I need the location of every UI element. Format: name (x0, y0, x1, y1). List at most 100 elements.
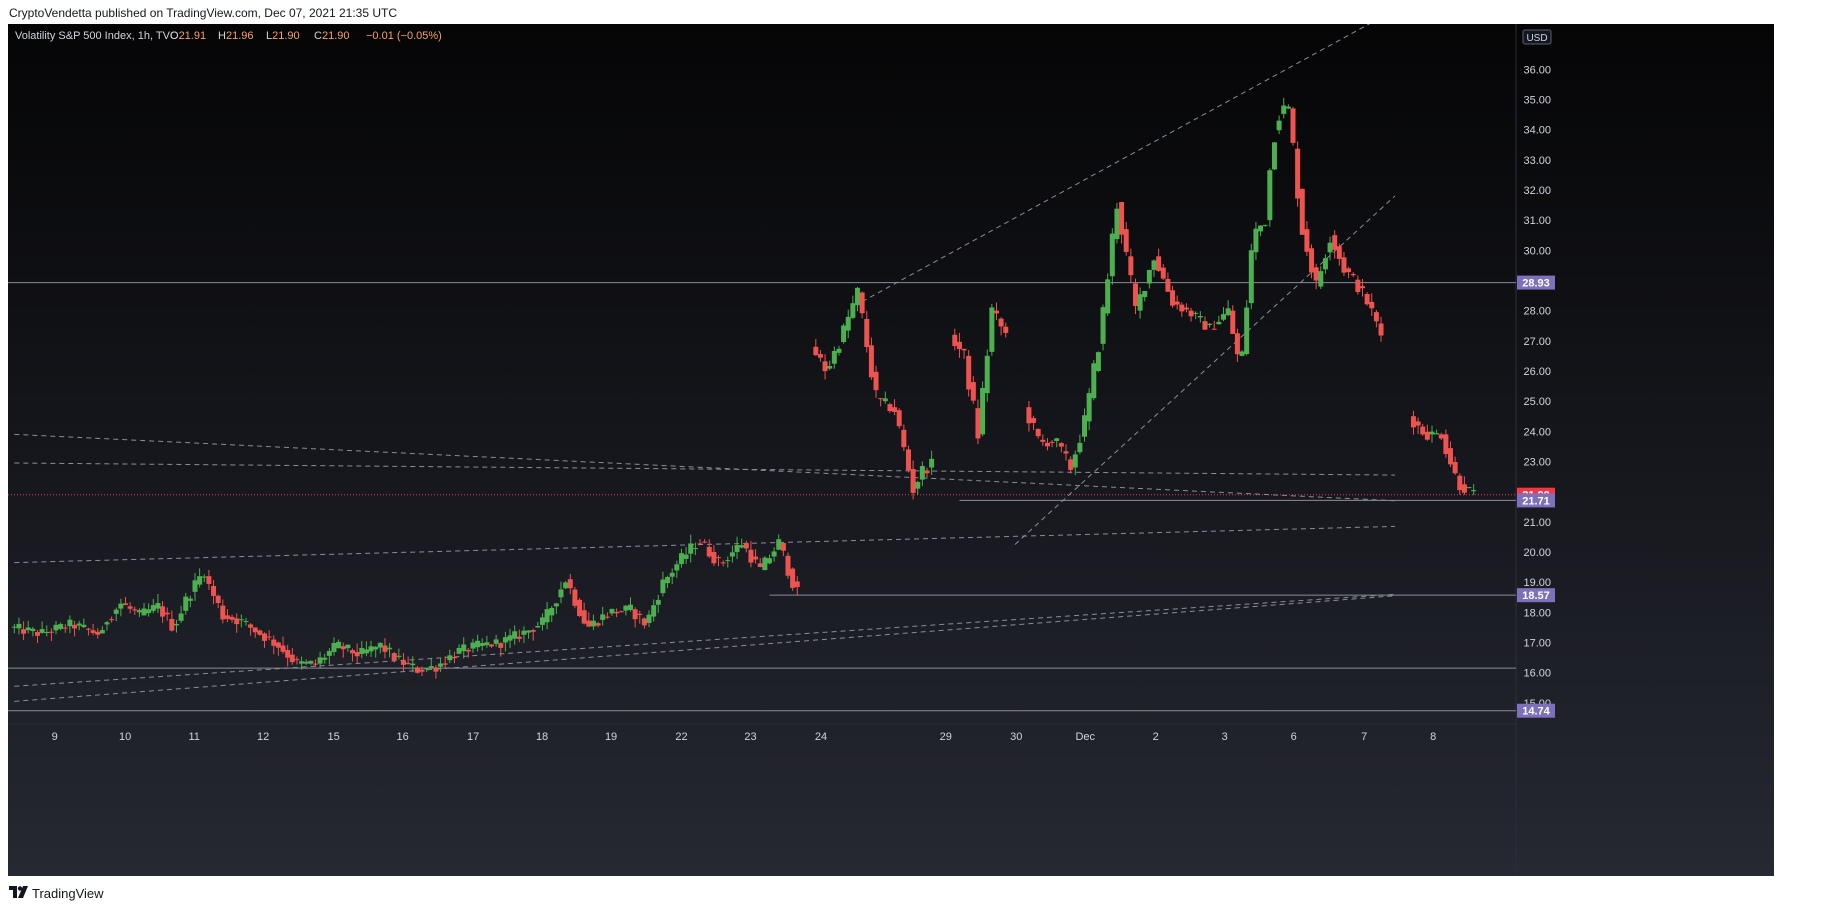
candle-body (692, 548, 698, 550)
candle-body (141, 608, 147, 616)
candle-body (359, 648, 365, 654)
candle-body (1341, 257, 1347, 273)
candle-body (1313, 267, 1319, 281)
candle-body (1035, 428, 1041, 437)
tradingview-logo-icon (9, 886, 28, 898)
price-label-box (1517, 275, 1555, 290)
candle-body (766, 558, 772, 564)
candle-body (929, 458, 935, 468)
candle-body (1295, 148, 1301, 199)
candle-body (48, 631, 54, 633)
y-tick-label: 28.00 (1523, 306, 1551, 318)
vix-candlestick-chart[interactable]: 15.0016.0017.0018.0019.0020.0021.0022.00… (8, 24, 1774, 876)
candle-body (81, 624, 87, 628)
candle-body (1271, 142, 1277, 170)
candle-body (641, 618, 647, 626)
candle-body (896, 410, 902, 427)
candle-body (484, 642, 490, 646)
candle-body (1003, 326, 1009, 333)
candle-body (1049, 441, 1055, 443)
candle-body (646, 614, 652, 623)
candle-body (266, 636, 272, 638)
candle-body (910, 469, 916, 493)
price-label: 28.93 (1522, 278, 1550, 290)
candle-body (549, 607, 555, 616)
candle-body (1452, 461, 1458, 474)
candle-body (1137, 294, 1143, 311)
candle-body (1119, 202, 1125, 235)
x-tick-label: 6 (1291, 731, 1297, 743)
candle-body (400, 660, 406, 665)
candle-body (1221, 314, 1227, 320)
candle-body (776, 539, 782, 550)
candle-body (1072, 454, 1078, 468)
candle-body (465, 649, 471, 652)
candle-body (651, 605, 657, 617)
x-tick-label: 29 (940, 731, 952, 743)
candle-body (354, 652, 360, 657)
candle-body (479, 643, 485, 646)
candle-body (1183, 307, 1189, 310)
candle-body (211, 585, 217, 596)
candle-body (1332, 235, 1338, 250)
x-tick-label: 22 (675, 731, 687, 743)
candle-body (1100, 307, 1106, 344)
candle-body (1165, 278, 1171, 292)
candle-body (1058, 443, 1064, 447)
candle-body (577, 599, 583, 616)
price-label-box (1517, 493, 1555, 508)
candle-body (373, 646, 379, 650)
candle-body (150, 605, 156, 611)
candle-body (21, 629, 27, 634)
candle-body (447, 655, 453, 661)
candle-body (1234, 333, 1240, 355)
chart-area[interactable]: 15.0016.0017.0018.0019.0020.0021.0022.00… (8, 24, 1774, 876)
currency-badge-box[interactable] (1522, 29, 1552, 45)
candle-body (827, 366, 833, 369)
candle-body (813, 346, 819, 356)
candle-body (1114, 208, 1120, 240)
candle-body (1443, 434, 1449, 455)
publication-info: CryptoVendetta published on TradingView.… (9, 6, 398, 20)
trend-line (14, 595, 1395, 702)
candle-body (1156, 256, 1162, 271)
candle-body (1040, 439, 1046, 442)
x-tick-label: 9 (52, 731, 58, 743)
footer-brand: TradingView (32, 885, 104, 901)
candle-body (285, 650, 291, 658)
candle-body (632, 609, 638, 620)
candle-body (1466, 487, 1472, 489)
candle-body (104, 622, 110, 625)
y-tick-label: 31.00 (1523, 215, 1551, 227)
candle-body (915, 481, 921, 489)
candle-body (836, 348, 842, 353)
x-tick-label: 12 (257, 731, 269, 743)
candle-body (206, 576, 212, 584)
candle-body (1258, 225, 1264, 232)
candle-body (396, 655, 402, 657)
candle-body (734, 545, 740, 553)
candle-body (178, 613, 184, 621)
candle-body (299, 661, 305, 664)
price-label: 21.71 (1522, 495, 1550, 507)
candle-body (1160, 267, 1166, 279)
candle-body (771, 551, 777, 557)
candle-body (16, 623, 22, 629)
footer[interactable]: TradingView (9, 884, 104, 902)
candle-body (136, 610, 142, 613)
candle-body (160, 606, 166, 617)
candle-body (868, 345, 874, 378)
candle-body (743, 542, 749, 549)
candle-body (331, 642, 337, 653)
candle-body (623, 605, 629, 611)
candle-body (410, 663, 416, 666)
candle-body (433, 667, 439, 672)
candle-body (1179, 304, 1185, 312)
candle-body (414, 667, 420, 673)
candle-body (901, 429, 907, 448)
candle-body (187, 598, 193, 601)
candle-body (553, 603, 559, 607)
legend-symbol: Volatility S&P 500 Index, 1h, TVC (15, 30, 178, 42)
candle-body (1044, 442, 1050, 447)
candle-body (1369, 301, 1375, 309)
